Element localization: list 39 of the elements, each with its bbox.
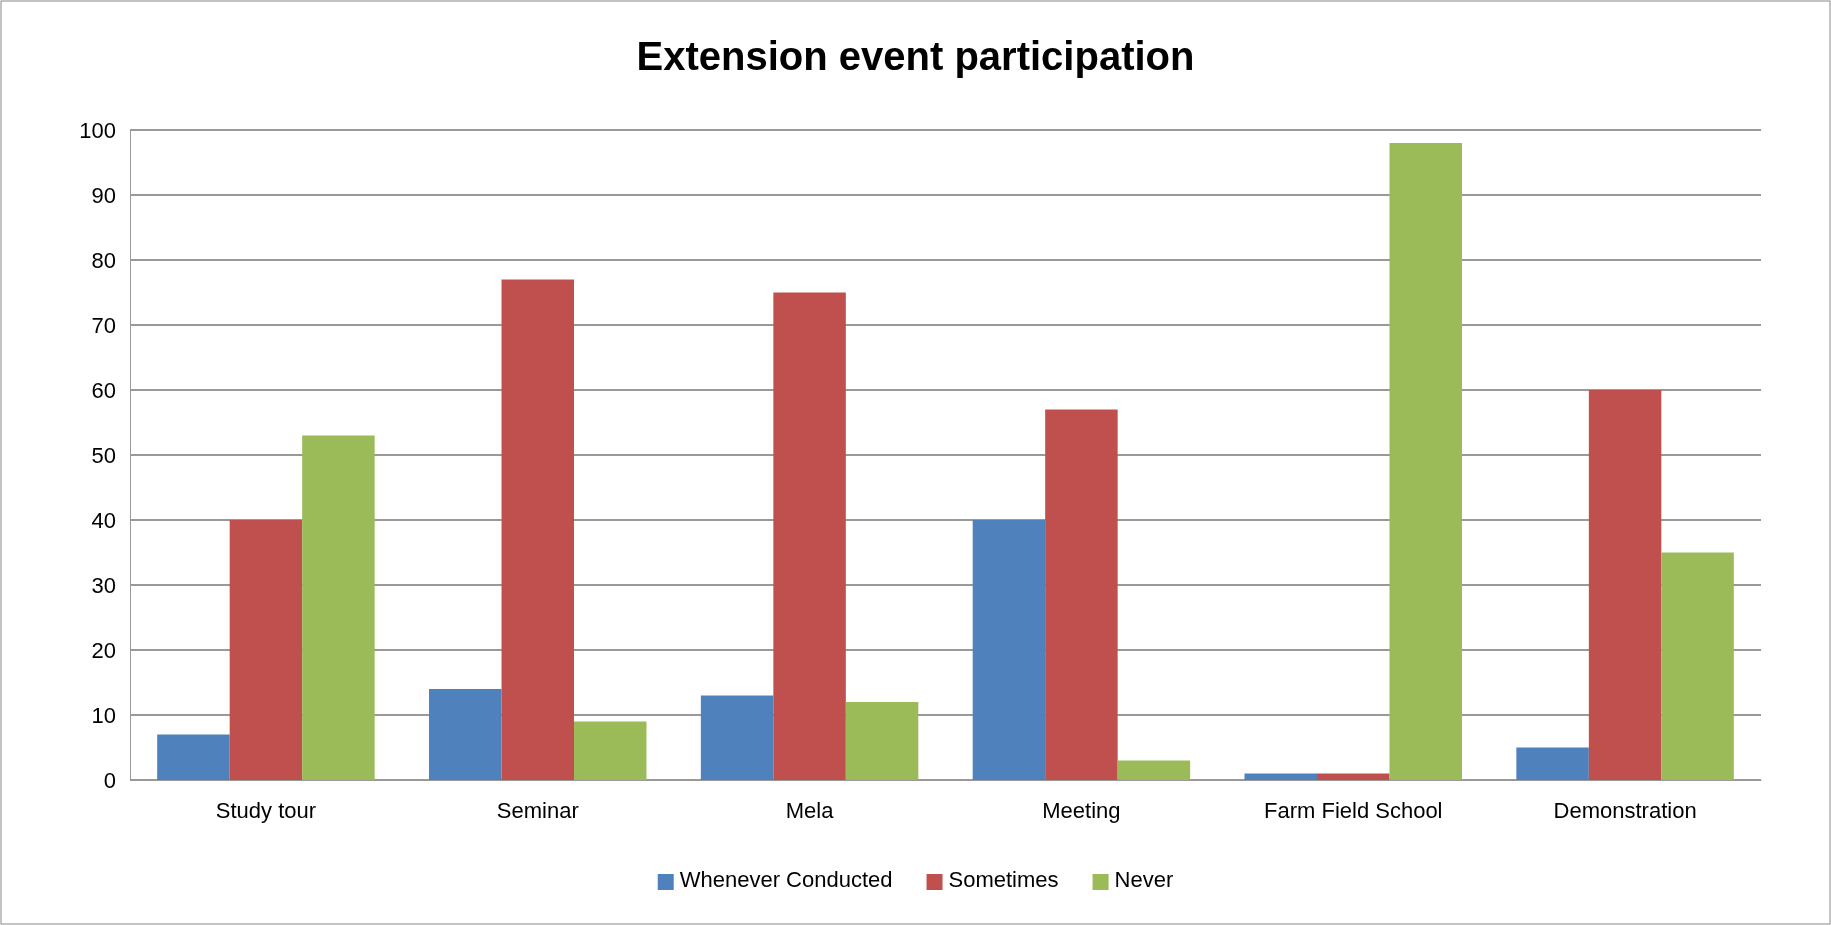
bar bbox=[700, 695, 774, 780]
bar bbox=[157, 734, 230, 780]
y-tick-label: 30 bbox=[91, 572, 116, 598]
legend-label: Whenever Conducted bbox=[679, 867, 893, 892]
bar bbox=[1045, 409, 1118, 780]
bar bbox=[1244, 773, 1318, 780]
bar bbox=[972, 520, 1046, 780]
bar bbox=[1516, 747, 1589, 780]
bar bbox=[1389, 143, 1462, 780]
bar bbox=[302, 435, 375, 780]
bar bbox=[1588, 390, 1662, 780]
x-tick-label: Study tour bbox=[215, 797, 317, 823]
x-tick-label: Seminar bbox=[496, 797, 579, 823]
bar bbox=[229, 520, 303, 780]
bar bbox=[773, 292, 846, 780]
bar bbox=[429, 689, 502, 780]
bar bbox=[1117, 760, 1191, 780]
x-tick-label: Mela bbox=[785, 797, 835, 823]
legend-label: Sometimes bbox=[948, 867, 1059, 892]
y-tick-label: 60 bbox=[91, 377, 116, 403]
y-tick-label: 40 bbox=[91, 507, 116, 533]
y-tick-label: 100 bbox=[79, 117, 116, 143]
x-tick-label: Farm Field School bbox=[1263, 797, 1443, 823]
y-tick-label: 20 bbox=[91, 637, 116, 663]
y-tick-label: 0 bbox=[103, 767, 116, 793]
legend-label: Never bbox=[1114, 867, 1174, 892]
y-tick-label: 10 bbox=[91, 702, 116, 728]
chart-title: Extension event participation bbox=[636, 34, 1195, 78]
bar bbox=[501, 279, 574, 780]
bar bbox=[1317, 773, 1390, 780]
y-tick-label: 70 bbox=[91, 312, 116, 338]
bar bbox=[845, 702, 919, 780]
x-tick-label: Meeting bbox=[1042, 797, 1121, 823]
y-tick-label: 90 bbox=[91, 182, 116, 208]
bar bbox=[573, 721, 647, 780]
bar bbox=[1661, 552, 1734, 780]
y-tick-label: 50 bbox=[91, 442, 116, 468]
y-tick-label: 80 bbox=[91, 247, 116, 273]
x-tick-label: Demonstration bbox=[1553, 797, 1697, 823]
